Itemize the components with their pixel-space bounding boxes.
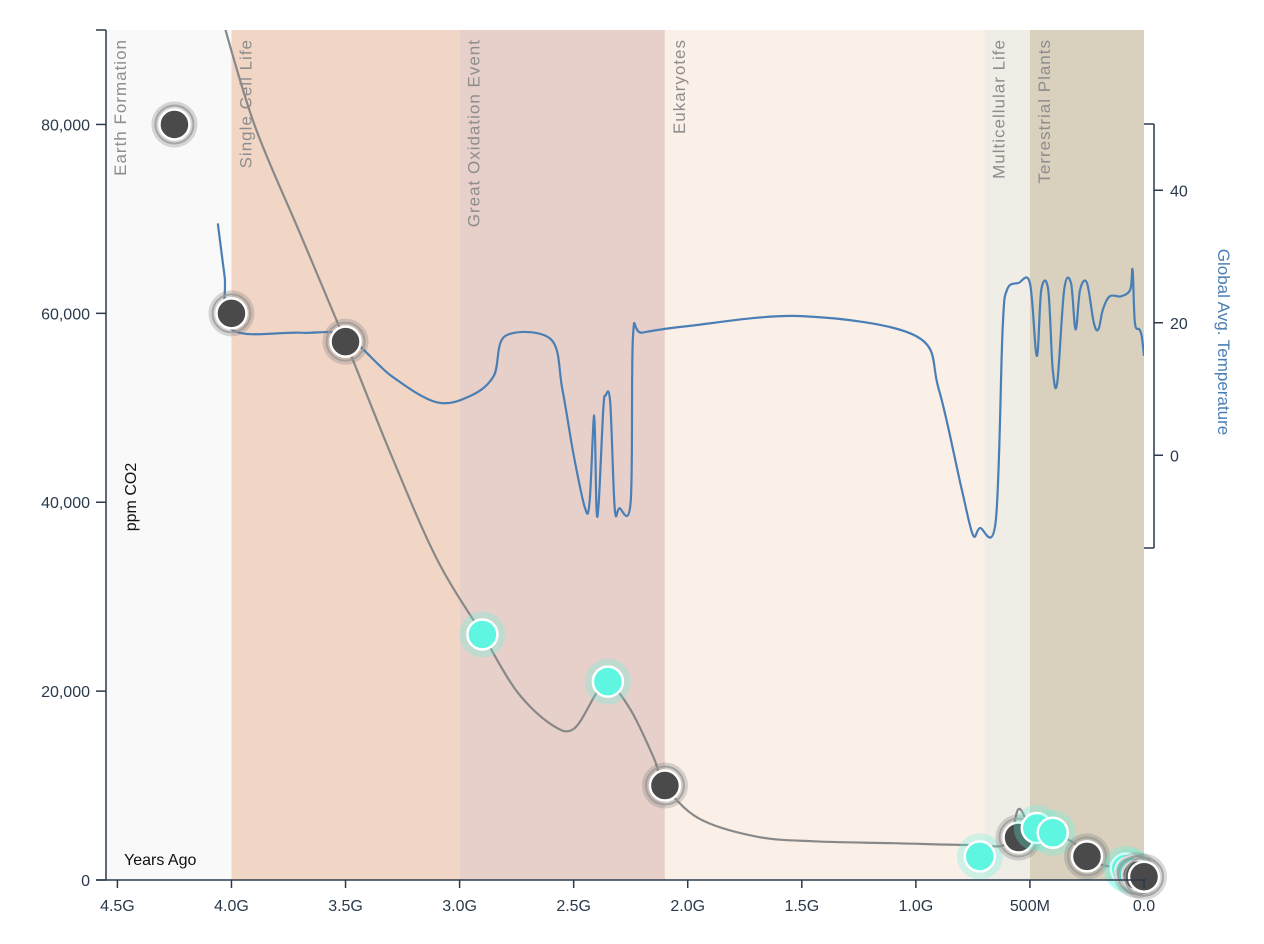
data-point-marker[interactable] (151, 101, 198, 148)
data-point-marker[interactable] (641, 762, 688, 809)
x-tick-label: 4.0G (214, 898, 249, 915)
era-band (1029, 30, 1144, 880)
era-labels: Earth Formation Single Cell Life Great Oxi… (111, 39, 1054, 227)
data-point-marker[interactable] (584, 658, 631, 705)
data-point-marker[interactable] (1121, 853, 1167, 900)
era-bands (106, 30, 1144, 880)
y2-tick-label: 40 (1170, 183, 1188, 200)
x-tick-label: 0.0 (1133, 898, 1155, 915)
y2-axis-title: Global Avg. Temperature (1214, 249, 1233, 436)
y2-tick-label: 20 (1170, 316, 1188, 333)
data-point-marker[interactable] (1063, 833, 1110, 880)
data-point-marker[interactable] (459, 611, 506, 658)
y-tick-label: 20,000 (41, 684, 90, 701)
era-label: Terrestrial Plants (1035, 39, 1054, 184)
y-tick-label: 80,000 (41, 117, 90, 134)
data-markers (151, 101, 1167, 900)
era-band (984, 30, 1030, 880)
era-label: Single Cell Life (236, 39, 255, 168)
axes: 0 20,000 40,000 60,000 80,000 4.5G 4.0G 3.5G 3.0… (41, 29, 1188, 915)
era-band (664, 30, 985, 880)
x-axis-title: Years Ago (124, 852, 196, 869)
y-tick-label: 40,000 (41, 495, 90, 512)
x-tick-label: 1.0G (899, 898, 934, 915)
y-tick-label: 0 (81, 873, 90, 890)
data-point-marker[interactable] (208, 290, 255, 337)
era-label: Multicellular Life (989, 39, 1008, 179)
x-tick-label: 2.5G (556, 898, 591, 915)
y-axis-title: ppm CO2 (123, 463, 140, 532)
era-label: Great Oxidation Event (465, 39, 484, 227)
x-tick-label: 2.0G (670, 898, 705, 915)
y2-tick-label: 0 (1170, 448, 1179, 465)
temperature-line (216, 223, 1144, 539)
x-tick-label: 1.5G (784, 898, 819, 915)
era-label: Eukaryotes (670, 39, 689, 134)
data-point-marker[interactable] (322, 318, 369, 365)
x-tick-label: 500M (1010, 898, 1050, 915)
data-point-marker[interactable] (956, 833, 1003, 880)
x-tick-label: 3.5G (328, 898, 363, 915)
y-tick-label: 60,000 (41, 306, 90, 323)
x-tick-label: 3.0G (442, 898, 477, 915)
era-band (459, 30, 665, 880)
era-band (231, 30, 460, 880)
data-point-marker[interactable] (1029, 809, 1076, 856)
era-band (106, 30, 232, 880)
x-tick-label: 4.5G (100, 898, 135, 915)
era-label: Earth Formation (111, 39, 130, 176)
